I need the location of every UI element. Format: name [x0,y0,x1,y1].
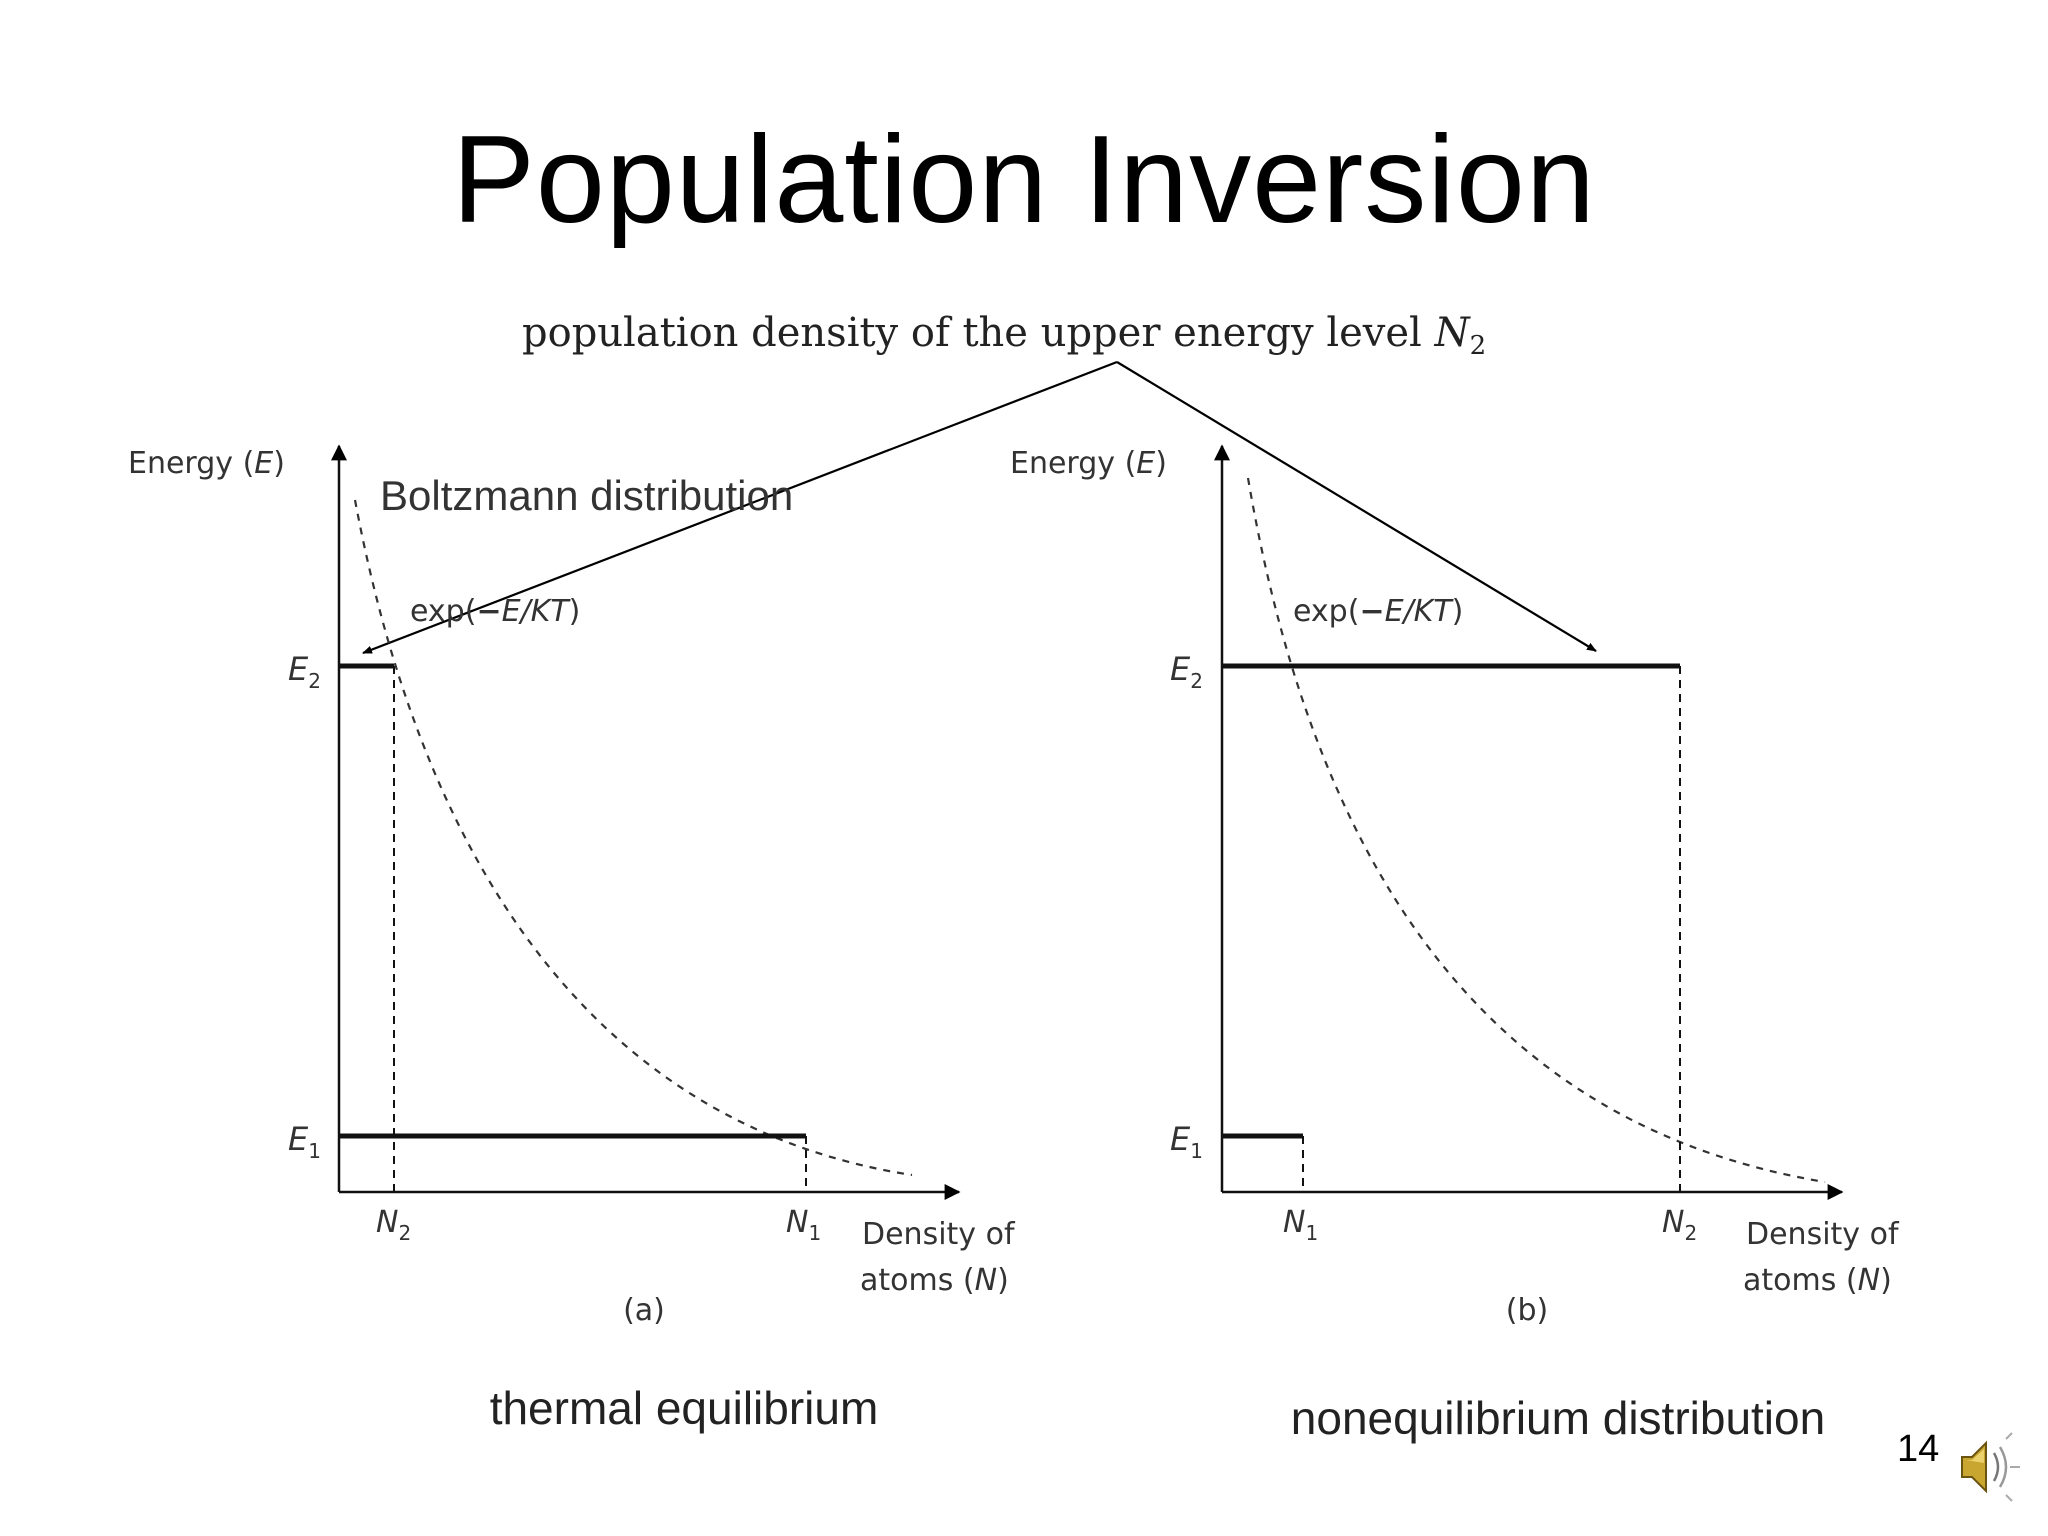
x-axis-label-line2: atoms (N) [1743,1263,1892,1298]
exp-formula: exp(−E/KT) [410,594,580,629]
pointer-arrow-b [1116,361,1597,652]
panel-caption: nonequilibrium distribution [1291,1392,1825,1444]
x-axis-label-line1: Density of [1746,1217,1900,1252]
n1-tick-label: N1 [786,1205,821,1245]
e2-label: E2 [288,650,321,693]
upper-level-annotation: population density of the upper energy l… [522,310,1486,361]
energy-axis-label: Energy (E) [128,446,285,481]
panel-a: Energy (E) Boltzmann distribution exp(−E… [128,444,1016,1434]
boltzmann-curve [1246,477,1826,1184]
page-number: 14 [1897,1428,1940,1470]
n2-tick-label: N2 [1662,1205,1697,1245]
boltzmann-label: Boltzmann distribution [380,472,793,519]
n1-tick-label: N1 [1283,1205,1318,1245]
panel-tag: (b) [1506,1293,1548,1328]
panel-tag: (a) [623,1293,665,1328]
x-axis-label-line2: atoms (N) [860,1263,1009,1298]
slide-title: Population Inversion [452,111,1596,249]
boltzmann-curve [353,499,913,1177]
speaker-icon[interactable] [1961,1432,2020,1502]
n2-tick-label: N2 [376,1205,411,1245]
exp-formula: exp(−E/KT) [1293,594,1463,629]
energy-axis-label: Energy (E) [1010,446,1167,481]
pointer-arrow-a [362,360,1118,655]
x-axis-label-line1: Density of [862,1217,1016,1252]
panel-caption: thermal equilibrium [490,1382,879,1434]
e1-label: E1 [288,1120,321,1163]
panel-b: Energy (E) exp(−E/KT) E2 E1 N1 N2 Densit… [1010,444,1900,1444]
e1-label: E1 [1170,1120,1203,1163]
e2-label: E2 [1170,650,1203,693]
